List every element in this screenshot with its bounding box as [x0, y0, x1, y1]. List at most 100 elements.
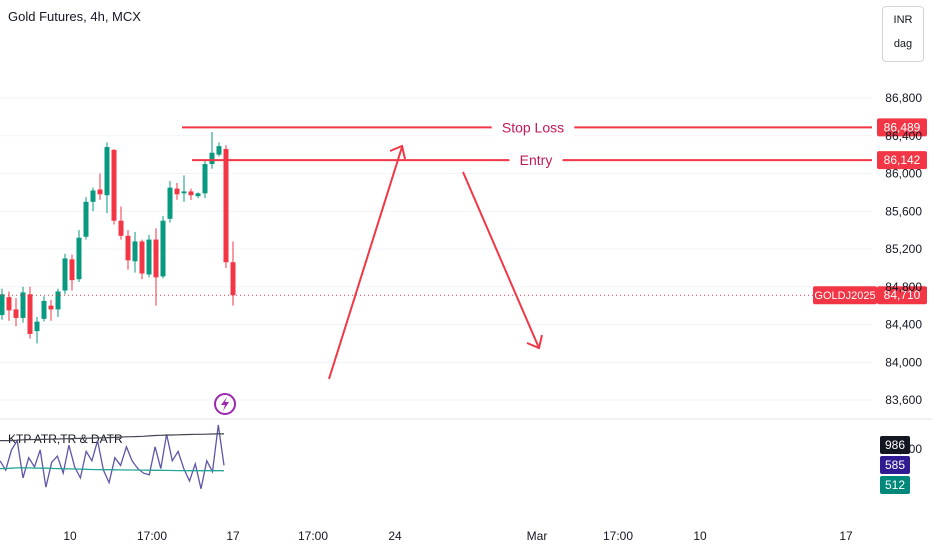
time-tick-2: 17 [226, 529, 240, 543]
candle-body-11 [76, 237, 82, 280]
candle-16 [111, 148, 117, 225]
candle-body-33 [230, 262, 236, 296]
indicator-pane: KTP ATR,TR & DATR1,000986585512 [0, 424, 922, 494]
candle-body-2 [13, 309, 19, 318]
candle-11 [76, 230, 82, 283]
down-arrow-line [462, 171, 540, 349]
time-tick-8: 17 [839, 529, 853, 543]
candle-body-12 [83, 201, 89, 237]
candles [0, 131, 236, 344]
candle-body-29 [202, 164, 208, 194]
candle-body-13 [90, 190, 96, 202]
currency-label: INR [893, 14, 913, 26]
time-tick-0: 10 [63, 529, 77, 543]
last-price-label: 84,710 [884, 288, 921, 302]
time-tick-1: 17:00 [137, 529, 167, 543]
price-tick-6: 84,400 [885, 318, 922, 332]
lightning-icon-bolt [221, 397, 229, 411]
axis-label-1: 86,142 [884, 153, 921, 167]
candle-10 [69, 254, 75, 291]
up-arrow-line [328, 146, 403, 380]
candle-body-5 [34, 321, 40, 332]
candle-29 [202, 159, 208, 199]
candle-body-31 [216, 146, 222, 155]
candle-26 [181, 175, 187, 202]
drawing-entry: Entry [192, 151, 872, 170]
candle-body-22 [153, 239, 159, 278]
candle-2 [13, 298, 19, 327]
drawing-text-bg-0 [491, 118, 575, 137]
price-tick-3: 85,600 [885, 204, 922, 218]
drawing-stop-loss: Stop Loss [182, 118, 872, 137]
candle-18 [125, 230, 131, 270]
candle-22 [153, 228, 159, 306]
candle-6 [41, 296, 47, 322]
candle-body-17 [118, 220, 124, 236]
price-tick-4: 85,200 [885, 242, 922, 256]
unit-label: dag [893, 38, 913, 50]
candle-5 [34, 316, 40, 344]
drawing-label-1: Entry [520, 152, 553, 168]
candle-31 [216, 142, 222, 157]
candle-body-26 [181, 191, 187, 194]
candle-body-19 [132, 241, 138, 262]
candle-3 [20, 286, 26, 323]
candle-33 [230, 241, 236, 306]
indicator-value-2: 512 [885, 478, 905, 492]
candle-7 [48, 299, 54, 321]
candle-1 [6, 291, 12, 321]
candle-body-32 [223, 148, 229, 263]
candle-20 [139, 239, 145, 280]
candle-13 [90, 187, 96, 212]
candle-body-18 [125, 235, 131, 261]
price-tick-0: 86,800 [885, 91, 922, 105]
up-arrow-head [389, 144, 406, 160]
axes: 86,800 86,400 86,000 85,600 85,200 84,800 84,4… [63, 91, 922, 543]
price-tick-1: 86,400 [885, 129, 922, 143]
trade-drawings: Stop Loss Entry [0, 118, 872, 415]
candle-body-16 [111, 149, 117, 221]
candle-body-21 [146, 239, 152, 275]
candle-0 [0, 288, 5, 320]
candle-body-8 [55, 291, 61, 310]
candle-8 [55, 288, 61, 317]
candle-9 [62, 253, 68, 295]
currency-unit-box[interactable]: INR dag [882, 6, 924, 62]
candle-body-10 [69, 259, 75, 281]
lightning-icon [214, 393, 236, 415]
candle-15 [104, 142, 110, 214]
down-arrow-head [526, 334, 543, 350]
drawing-text-bg-1 [509, 151, 563, 170]
candle-24 [167, 181, 173, 223]
candle-body-30 [209, 152, 215, 165]
candle-body-4 [27, 294, 33, 334]
candle-body-20 [139, 241, 145, 274]
candle-body-1 [6, 297, 12, 311]
trade-arrows [328, 144, 543, 380]
candle-body-15 [104, 147, 110, 196]
indicator-value-bg-2 [880, 476, 910, 494]
candle-body-6 [41, 300, 47, 319]
candle-19 [132, 232, 138, 273]
indicator-value-1: 585 [885, 458, 905, 472]
candle-32 [223, 145, 229, 268]
candle-body-28 [195, 193, 201, 197]
candle-body-14 [97, 189, 103, 195]
price-labels: 86,489 86,142 GOLDJ2025 84,710 [813, 118, 927, 305]
candle-body-3 [20, 292, 26, 318]
axis-label-0: 86,489 [884, 120, 921, 134]
axis-label-bg-1 [877, 151, 927, 170]
axis-label-bg-0 [877, 118, 927, 137]
time-tick-7: 10 [693, 529, 707, 543]
price-tick-5: 84,800 [885, 280, 922, 294]
candle-body-23 [160, 220, 166, 277]
candle-23 [160, 215, 166, 279]
time-tick-6: 17:00 [603, 529, 633, 543]
candle-30 [209, 131, 215, 169]
chart-title: Gold Futures, 4h, MCX [8, 9, 141, 24]
symbol-label-bg [813, 286, 877, 305]
drawing-label-0: Stop Loss [502, 119, 564, 135]
time-tick-3: 17:00 [298, 529, 328, 543]
